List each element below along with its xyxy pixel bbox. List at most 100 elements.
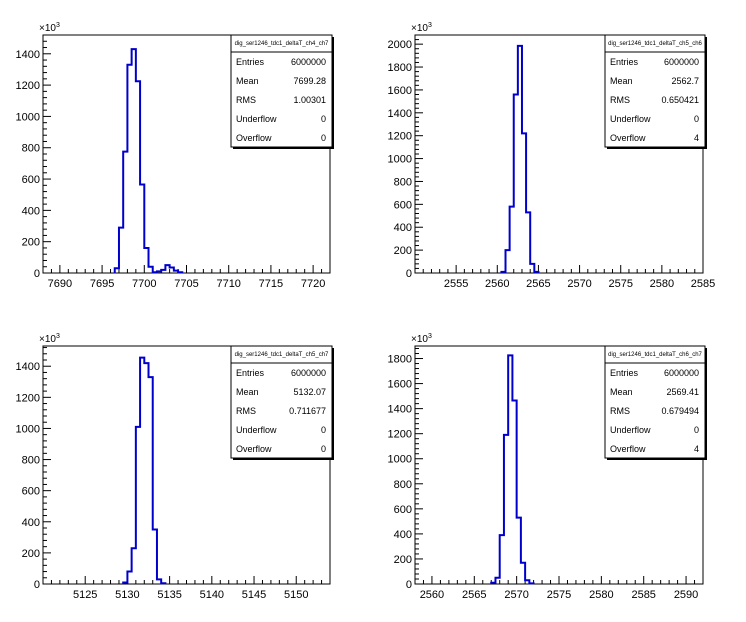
y-tick-label: 1000 xyxy=(388,154,412,166)
y-tick-label: 200 xyxy=(394,245,412,257)
y-tick-label: 400 xyxy=(22,205,40,217)
y-tick-label: 800 xyxy=(22,455,40,467)
stats-box-frame xyxy=(230,34,333,148)
y-tick-label: 1200 xyxy=(16,392,40,404)
x-tick-label: 7715 xyxy=(259,278,283,290)
stats-row-value: 4 xyxy=(694,133,699,143)
stats-box: dig_ser1246_tdc1_deltaT_ch6_ch7 Entries 60… xyxy=(604,345,707,460)
histogram-outline xyxy=(122,356,167,585)
y-tick-label: 1200 xyxy=(16,80,40,92)
stats-row-value: 5132.07 xyxy=(293,387,326,397)
x-tick-label: 5145 xyxy=(242,589,266,601)
histogram-outline xyxy=(490,354,535,585)
stats-row-label: Mean xyxy=(610,76,633,86)
stats-row-value: 0.650421 xyxy=(661,95,699,105)
stats-row-label: Mean xyxy=(236,76,259,86)
x-tick-label: 2560 xyxy=(485,278,509,290)
y-tick-label: 200 xyxy=(22,237,40,249)
histogram-panel-2: 0 200 400 600 800 1000 1200 1400 1600 1800 2000 255… xyxy=(388,22,716,290)
stats-row-label: Underflow xyxy=(610,114,651,124)
histogram-bin xyxy=(144,363,148,584)
stats-row-value: 0 xyxy=(321,114,326,124)
stats-row-value: 0 xyxy=(321,425,326,435)
stats-row-label: Mean xyxy=(610,387,633,397)
y-tick-label: 1200 xyxy=(388,131,412,143)
y-tick-label: 1600 xyxy=(388,85,412,97)
x-tick-label: 7705 xyxy=(174,278,198,290)
x-tick-label: 5135 xyxy=(157,589,181,601)
x-tick-label: 7700 xyxy=(132,278,156,290)
x-tick-label: 2555 xyxy=(444,278,468,290)
x-tick-label: 5125 xyxy=(73,589,97,601)
y-tick-label: 1000 xyxy=(16,111,40,123)
y-tick-label: 800 xyxy=(394,176,412,188)
stats-row-label: Entries xyxy=(610,57,639,67)
x-tick-label: 2580 xyxy=(589,589,613,601)
stats-row-value: 1.00301 xyxy=(293,95,326,105)
histogram-panel-4: 0 200 400 600 800 1000 1200 1400 1600 1800 2560 256… xyxy=(388,333,707,601)
stats-row-label: Overflow xyxy=(610,133,646,143)
stats-row-value: 2569.41 xyxy=(666,387,699,397)
x-tick-label: 5130 xyxy=(115,589,139,601)
stats-row-label: Entries xyxy=(610,368,639,378)
histogram-outline xyxy=(500,44,540,273)
stats-row-value: 6000000 xyxy=(664,368,699,378)
stats-row-value: 4 xyxy=(694,444,699,454)
stats-row-value: 7699.28 xyxy=(293,76,326,86)
x-tick-label: 2580 xyxy=(650,278,674,290)
y-tick-label: 0 xyxy=(34,268,40,280)
stats-row-value: 0 xyxy=(694,425,699,435)
y-tick-label: 1800 xyxy=(388,62,412,74)
x-tick-label: 2585 xyxy=(631,589,655,601)
y-tick-label: 200 xyxy=(394,554,412,566)
y-tick-label: 1400 xyxy=(388,404,412,416)
x-tick-label: 7710 xyxy=(216,278,240,290)
stats-row-label: Overflow xyxy=(236,133,272,143)
y-tick-label: 1200 xyxy=(388,429,412,441)
stats-box-frame xyxy=(230,345,333,459)
x-tick-label: 2570 xyxy=(567,278,591,290)
stats-row-label: Entries xyxy=(236,57,265,67)
y-tick-label: 200 xyxy=(22,548,40,560)
stats-row-label: Mean xyxy=(236,387,259,397)
stats-row-label: RMS xyxy=(610,406,630,416)
y-tick-label: 1400 xyxy=(16,49,40,61)
x-tick-label: 7695 xyxy=(90,278,114,290)
y-tick-label: 0 xyxy=(34,579,40,591)
y-tick-label: 600 xyxy=(394,504,412,516)
y-tick-label: 1400 xyxy=(16,361,40,373)
stats-box-title: dig_ser1246_tdc1_deltaT_ch5_ch7 xyxy=(235,352,329,358)
stats-box-title: dig_ser1246_tdc1_deltaT_ch4_ch7 xyxy=(235,41,329,47)
y-tick-label: 0 xyxy=(406,268,412,280)
y-tick-label: 1600 xyxy=(388,379,412,391)
histogram-outline xyxy=(113,48,184,274)
stats-box-title: dig_ser1246_tdc1_deltaT_ch6_ch7 xyxy=(608,352,702,358)
stats-row-value: 6000000 xyxy=(291,368,326,378)
stats-row-value: 0.679494 xyxy=(661,406,699,416)
stats-row-value: 6000000 xyxy=(291,57,326,67)
y-tick-label: 1400 xyxy=(388,108,412,120)
y-tick-label: 600 xyxy=(22,486,40,498)
stats-box-frame xyxy=(604,345,706,459)
y-tick-label: 600 xyxy=(22,174,40,186)
x-tick-label: 2565 xyxy=(462,589,486,601)
y-tick-label: 400 xyxy=(394,222,412,234)
stats-row-label: RMS xyxy=(236,95,256,105)
stats-row-value: 0 xyxy=(321,133,326,143)
y-axis-multiplier: ×103 xyxy=(39,333,60,345)
y-tick-label: 800 xyxy=(22,143,40,155)
x-tick-label: 2575 xyxy=(547,589,571,601)
y-tick-label: 800 xyxy=(394,479,412,491)
stats-row-label: Underflow xyxy=(236,425,277,435)
x-tick-label: 2565 xyxy=(526,278,550,290)
stats-box: dig_ser1246_tdc1_deltaT_ch5_ch7 Entries 60… xyxy=(230,345,334,460)
x-tick-label: 5150 xyxy=(284,589,308,601)
y-tick-label: 1800 xyxy=(388,354,412,366)
stats-box: dig_ser1246_tdc1_deltaT_ch5_ch6 Entries 60… xyxy=(604,34,707,149)
stats-row-label: RMS xyxy=(610,95,630,105)
x-tick-label: 7690 xyxy=(48,278,72,290)
stats-box-frame xyxy=(604,34,706,148)
stats-row-label: Underflow xyxy=(236,114,277,124)
x-tick-label: 2585 xyxy=(691,278,715,290)
y-axis-multiplier: ×103 xyxy=(411,22,432,34)
